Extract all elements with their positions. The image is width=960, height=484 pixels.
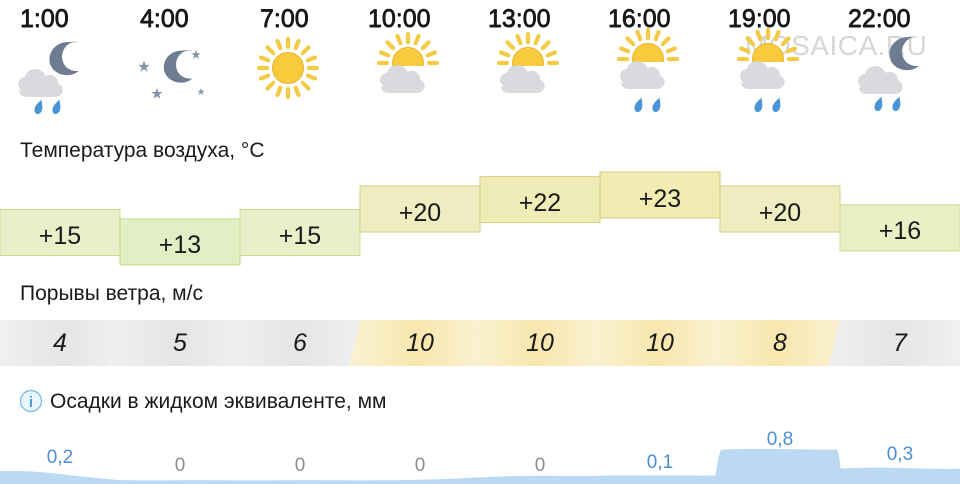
svg-text:+15: +15 xyxy=(39,222,81,250)
svg-text:6: 6 xyxy=(293,329,307,357)
svg-text:0: 0 xyxy=(535,455,546,476)
svg-text:0: 0 xyxy=(415,455,426,476)
svg-text:0,3: 0,3 xyxy=(887,444,913,465)
svg-text:10: 10 xyxy=(526,329,554,357)
svg-text:+13: +13 xyxy=(159,231,201,259)
svg-text:+22: +22 xyxy=(519,189,561,217)
svg-text:0,1: 0,1 xyxy=(647,452,673,473)
svg-text:4: 4 xyxy=(53,329,67,357)
svg-text:+15: +15 xyxy=(279,222,321,250)
svg-text:+23: +23 xyxy=(639,185,681,213)
svg-text:5: 5 xyxy=(173,329,187,357)
svg-text:+20: +20 xyxy=(399,199,441,227)
svg-text:+20: +20 xyxy=(759,199,801,227)
svg-text:7: 7 xyxy=(893,329,908,357)
svg-text:0,8: 0,8 xyxy=(767,429,793,450)
svg-text:10: 10 xyxy=(646,329,674,357)
svg-text:8: 8 xyxy=(773,329,787,357)
svg-text:0: 0 xyxy=(295,455,306,476)
svg-text:0,2: 0,2 xyxy=(47,447,73,468)
svg-text:0: 0 xyxy=(175,455,186,476)
svg-text:+16: +16 xyxy=(879,217,921,245)
svg-text:10: 10 xyxy=(406,329,434,357)
